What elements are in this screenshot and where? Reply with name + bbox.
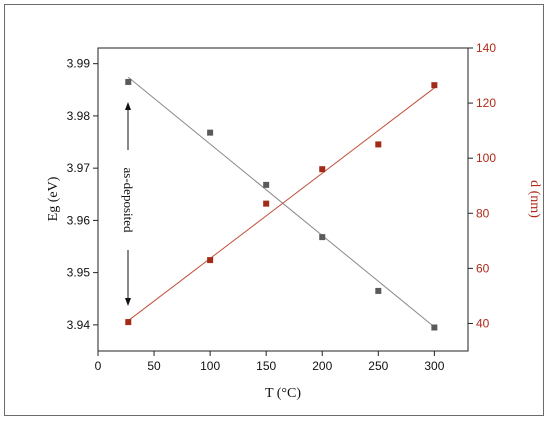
eg-fit-line [127, 76, 435, 328]
plot-area [97, 47, 469, 352]
eg-data-point [125, 78, 132, 85]
thickness-data-point [263, 200, 270, 207]
thickness-data-point [375, 141, 382, 148]
arrowhead-up [125, 102, 131, 110]
eg-data-point [431, 324, 438, 331]
y-tick-label: 3.98 [67, 109, 91, 123]
data-marks [125, 76, 438, 331]
x-tick-label: 200 [312, 359, 332, 373]
annotation-label: as-deposited [121, 168, 136, 233]
eg-data-point [319, 234, 326, 241]
y2-tick-label: 140 [476, 41, 496, 55]
thickness-data-point [431, 82, 438, 89]
y2-axis-label: d (nm) [527, 180, 542, 218]
as-deposited-annotation: as-deposited [121, 102, 136, 306]
x-axis-label: T (°C) [265, 386, 301, 401]
x-tick-label: 150 [256, 359, 276, 373]
thickness-data-point [207, 257, 214, 264]
x-tick-label: 50 [147, 359, 161, 373]
axes-ticks: 0 50 100 150 200 250 300 3.94 3.95 3.96 3.97 3.98 3.… [67, 41, 497, 373]
eg-data-point [207, 129, 214, 136]
y-tick-label: 3.94 [67, 318, 91, 332]
eg-data-point [263, 181, 270, 188]
thickness-data-point [319, 166, 326, 173]
y2-tick-label: 120 [476, 96, 496, 110]
x-tick-label: 100 [200, 359, 220, 373]
y-axis-label: Eg (eV) [46, 176, 61, 221]
y2-tick-label: 80 [476, 206, 490, 220]
x-tick-label: 300 [424, 359, 444, 373]
thickness-fit-line [127, 87, 435, 322]
thickness-data-point [125, 319, 132, 326]
x-tick-label: 0 [95, 359, 102, 373]
y2-tick-label: 40 [476, 316, 490, 330]
x-tick-label: 250 [368, 359, 388, 373]
y2-tick-label: 100 [476, 151, 496, 165]
y-tick-label: 3.95 [67, 266, 91, 280]
arrowhead-down [125, 298, 131, 306]
y2-tick-label: 60 [476, 261, 490, 275]
y-tick-label: 3.99 [67, 57, 91, 71]
y-tick-label: 3.97 [67, 161, 91, 175]
y-tick-label: 3.96 [67, 213, 91, 227]
eg-data-point [375, 287, 382, 294]
